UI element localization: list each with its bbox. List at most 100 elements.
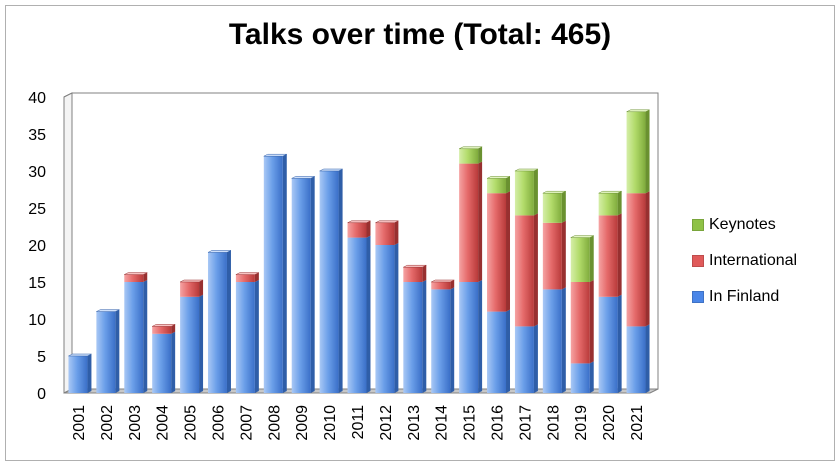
bar-top-international-2007 xyxy=(235,272,259,275)
bar-top-in-finland-2008 xyxy=(263,153,287,157)
x-tick-label: 2018 xyxy=(545,405,562,441)
bar-international-2012 xyxy=(375,222,395,245)
legend-label: Keynotes xyxy=(709,216,776,233)
bar-in-finland-2009 xyxy=(291,178,311,393)
bar-international-2007 xyxy=(235,274,255,282)
x-tick-label: 2012 xyxy=(378,405,395,441)
bar-in-finland-2013 xyxy=(403,282,423,393)
bar-side-in-finland-2009 xyxy=(310,176,315,393)
bar-top-keynotes-2017 xyxy=(514,168,539,172)
y-tick-label: 0 xyxy=(37,386,46,403)
bar-side-keynotes-2018 xyxy=(561,191,566,223)
legend-item-keynotes: Keynotes xyxy=(692,215,797,235)
y-tick-label: 5 xyxy=(37,349,46,366)
bar-side-in-finland-2020 xyxy=(617,294,622,393)
bar-international-2020 xyxy=(598,215,618,297)
bar-keynotes-2020 xyxy=(598,193,618,216)
x-tick-label: 2013 xyxy=(406,405,423,441)
bar-side-international-2016 xyxy=(506,191,511,312)
bar-side-in-finland-2007 xyxy=(254,280,259,393)
x-tick-label: 2017 xyxy=(517,405,534,441)
bar-side-in-finland-2012 xyxy=(394,243,399,393)
bar-top-international-2013 xyxy=(403,264,427,268)
bar-in-finland-2012 xyxy=(375,245,395,393)
bar-side-international-2011 xyxy=(366,220,371,238)
bar-side-international-2014 xyxy=(450,280,455,290)
bar-top-keynotes-2015 xyxy=(459,146,483,150)
x-tick-label: 2021 xyxy=(629,405,646,441)
bar-keynotes-2015 xyxy=(459,148,479,164)
axis-labels: 0 5 10 15 20 25 30 35 40 2001 2002 2003 2004 2005 2006… xyxy=(28,90,646,441)
bar-keynotes-2018 xyxy=(542,193,562,223)
x-tick-label: 2002 xyxy=(99,405,116,441)
plot-side-wall xyxy=(63,92,73,394)
bar-side-in-finland-2001 xyxy=(87,354,92,393)
x-tick-label: 2006 xyxy=(210,405,227,441)
x-tick-label: 2009 xyxy=(294,405,311,441)
bar-side-in-finland-2008 xyxy=(282,154,287,393)
bar-side-international-2017 xyxy=(533,213,538,327)
legend-item-in-finland: In Finland xyxy=(692,287,797,307)
bar-international-2003 xyxy=(124,274,144,282)
bar-in-finland-2005 xyxy=(180,296,200,393)
bar-side-in-finland-2014 xyxy=(450,287,455,393)
bar-top-in-finland-2010 xyxy=(319,168,343,172)
bar-in-finland-2006 xyxy=(207,252,227,393)
bar-side-in-finland-2002 xyxy=(115,309,120,393)
x-tick-label: 2010 xyxy=(322,405,339,441)
bar-top-keynotes-2018 xyxy=(542,190,566,194)
bar-international-2005 xyxy=(180,282,200,297)
bar-in-finland-2021 xyxy=(626,326,646,393)
y-tick-label: 10 xyxy=(28,312,46,329)
bar-in-finland-2001 xyxy=(68,356,88,393)
bar-side-in-finland-2016 xyxy=(506,309,511,393)
bar-top-keynotes-2020 xyxy=(598,190,622,194)
bar-in-finland-2020 xyxy=(598,296,618,393)
bar-in-finland-2010 xyxy=(319,171,339,393)
x-tick-label: 2015 xyxy=(462,405,479,441)
bar-in-finland-2004 xyxy=(152,333,172,393)
chart-title: Talks over time (Total: 465) xyxy=(228,18,612,51)
bar-side-international-2021 xyxy=(645,191,650,327)
bar-international-2011 xyxy=(347,222,367,238)
bar-in-finland-2018 xyxy=(542,289,562,393)
bar-side-international-2004 xyxy=(171,324,176,334)
bar-international-2017 xyxy=(514,215,534,327)
bar-side-international-2020 xyxy=(617,213,622,297)
legend-swatch xyxy=(692,291,704,303)
bar-side-in-finland-2010 xyxy=(338,169,343,393)
bar-top-keynotes-2021 xyxy=(626,109,650,113)
bar-in-finland-2016 xyxy=(487,311,507,393)
bar-top-international-2014 xyxy=(431,279,455,283)
bar-side-in-finland-2021 xyxy=(645,324,650,393)
legend-item-international: International xyxy=(692,251,797,271)
bar-international-2018 xyxy=(542,222,562,290)
bar-side-international-2003 xyxy=(143,272,148,282)
legend: Keynotes International In Finland xyxy=(692,215,797,323)
bar-side-in-finland-2004 xyxy=(171,331,176,393)
bar-side-in-finland-2015 xyxy=(478,280,483,393)
x-tick-label: 2008 xyxy=(266,405,283,441)
x-tick-label: 2020 xyxy=(601,405,618,441)
bar-side-in-finland-2019 xyxy=(589,361,594,393)
bar-side-keynotes-2015 xyxy=(478,146,483,164)
bars xyxy=(68,109,650,393)
x-tick-label: 2011 xyxy=(350,405,367,440)
bar-side-keynotes-2019 xyxy=(589,235,594,282)
bar-in-finland-2017 xyxy=(514,326,534,393)
bar-side-in-finland-2006 xyxy=(226,250,231,393)
x-tick-label: 2016 xyxy=(490,405,507,441)
y-tick-label: 35 xyxy=(28,127,46,144)
y-tick-label: 30 xyxy=(28,164,46,181)
bar-side-international-2013 xyxy=(422,265,427,282)
y-tick-label: 15 xyxy=(28,275,46,292)
bar-top-international-2005 xyxy=(179,279,204,283)
y-tick-label: 40 xyxy=(28,90,46,107)
bar-top-in-finland-2009 xyxy=(291,176,315,179)
bar-in-finland-2014 xyxy=(431,289,451,393)
bar-side-international-2012 xyxy=(394,220,399,245)
bar-international-2015 xyxy=(459,163,479,282)
bar-top-in-finland-2002 xyxy=(96,309,120,312)
bar-top-international-2012 xyxy=(375,220,399,224)
